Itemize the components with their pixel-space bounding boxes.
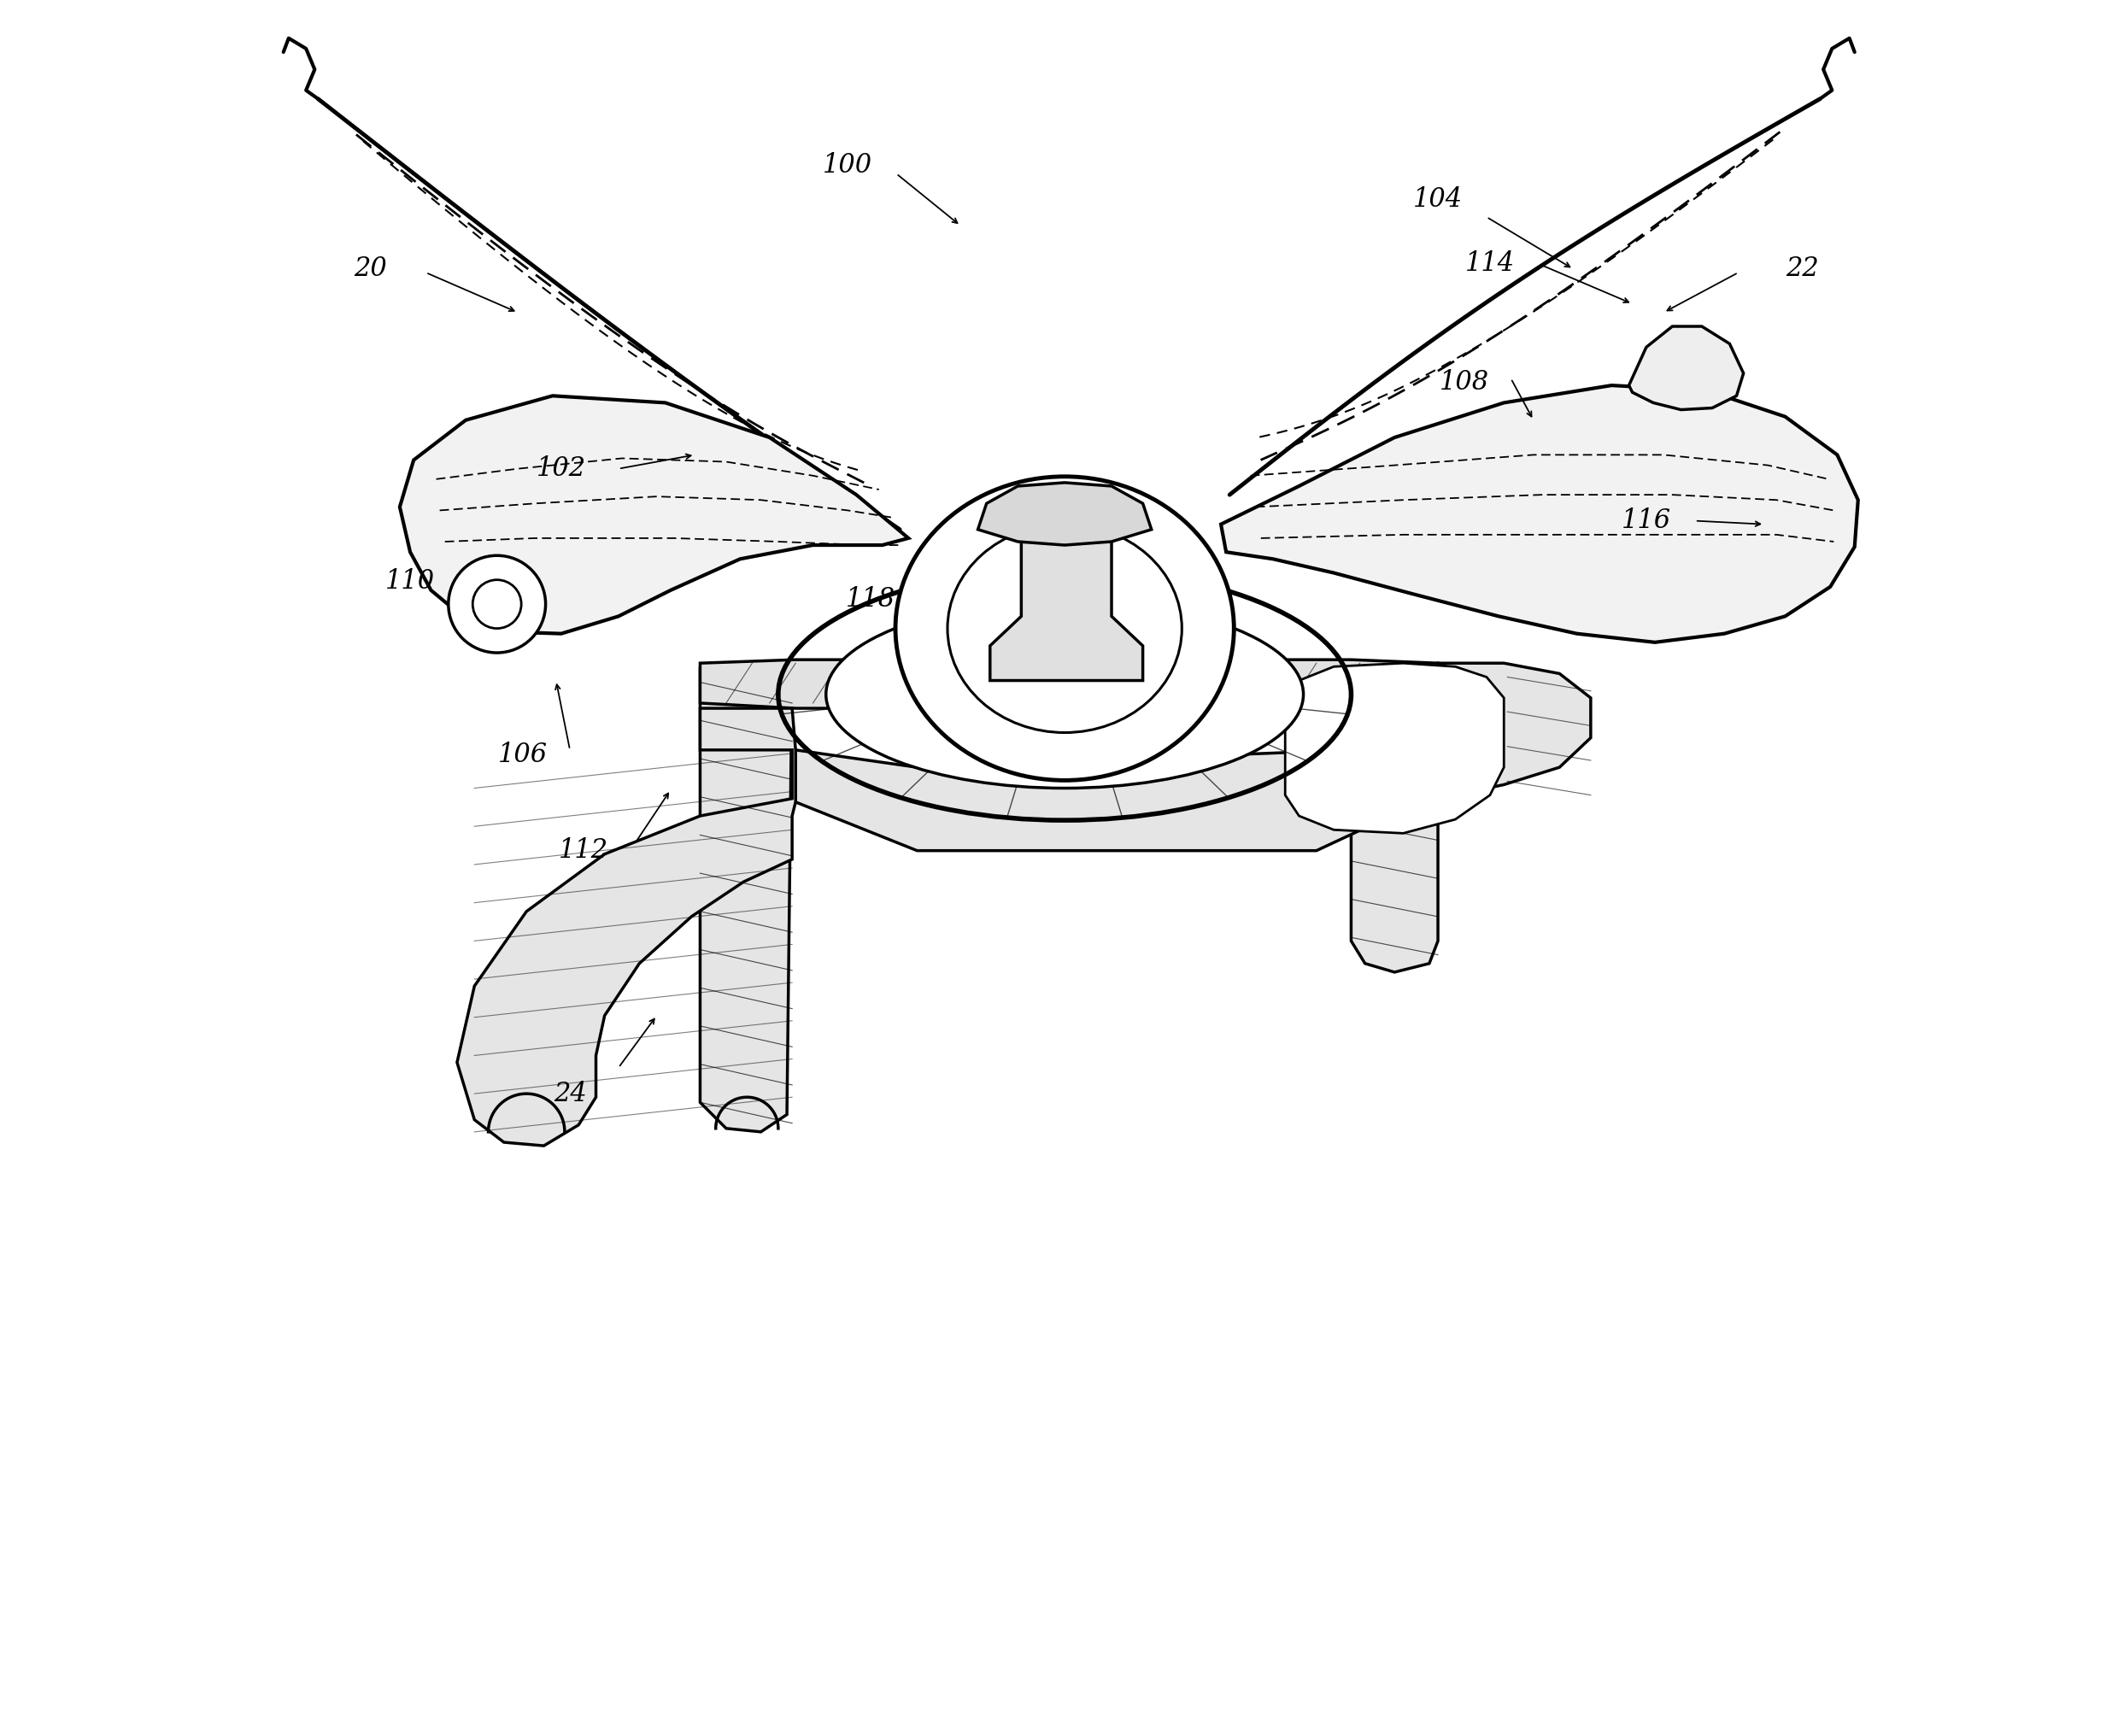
Polygon shape xyxy=(399,396,908,634)
Text: 22: 22 xyxy=(1787,255,1818,283)
Text: 114: 114 xyxy=(1466,250,1514,278)
Polygon shape xyxy=(1286,663,1504,833)
Ellipse shape xyxy=(948,524,1183,733)
Ellipse shape xyxy=(895,476,1233,781)
Text: 112: 112 xyxy=(560,837,608,865)
Polygon shape xyxy=(1221,385,1859,642)
Polygon shape xyxy=(1628,326,1745,410)
Text: 108: 108 xyxy=(1438,368,1489,396)
Text: 116: 116 xyxy=(1622,507,1671,535)
Text: 20: 20 xyxy=(353,255,386,283)
Text: 106: 106 xyxy=(498,741,547,769)
Polygon shape xyxy=(796,663,1590,851)
Polygon shape xyxy=(456,708,796,1146)
Text: 118: 118 xyxy=(845,585,895,613)
Circle shape xyxy=(473,580,522,628)
Polygon shape xyxy=(699,668,792,1132)
Polygon shape xyxy=(978,483,1151,545)
Ellipse shape xyxy=(826,601,1303,788)
Polygon shape xyxy=(1352,750,1438,972)
Text: 110: 110 xyxy=(384,568,435,595)
Text: 104: 104 xyxy=(1413,186,1464,214)
Polygon shape xyxy=(699,660,1438,708)
Text: 102: 102 xyxy=(536,455,585,483)
Polygon shape xyxy=(978,608,1151,694)
Text: 100: 100 xyxy=(824,151,872,179)
Circle shape xyxy=(448,556,545,653)
Text: 24: 24 xyxy=(553,1080,587,1108)
Polygon shape xyxy=(991,538,1143,681)
